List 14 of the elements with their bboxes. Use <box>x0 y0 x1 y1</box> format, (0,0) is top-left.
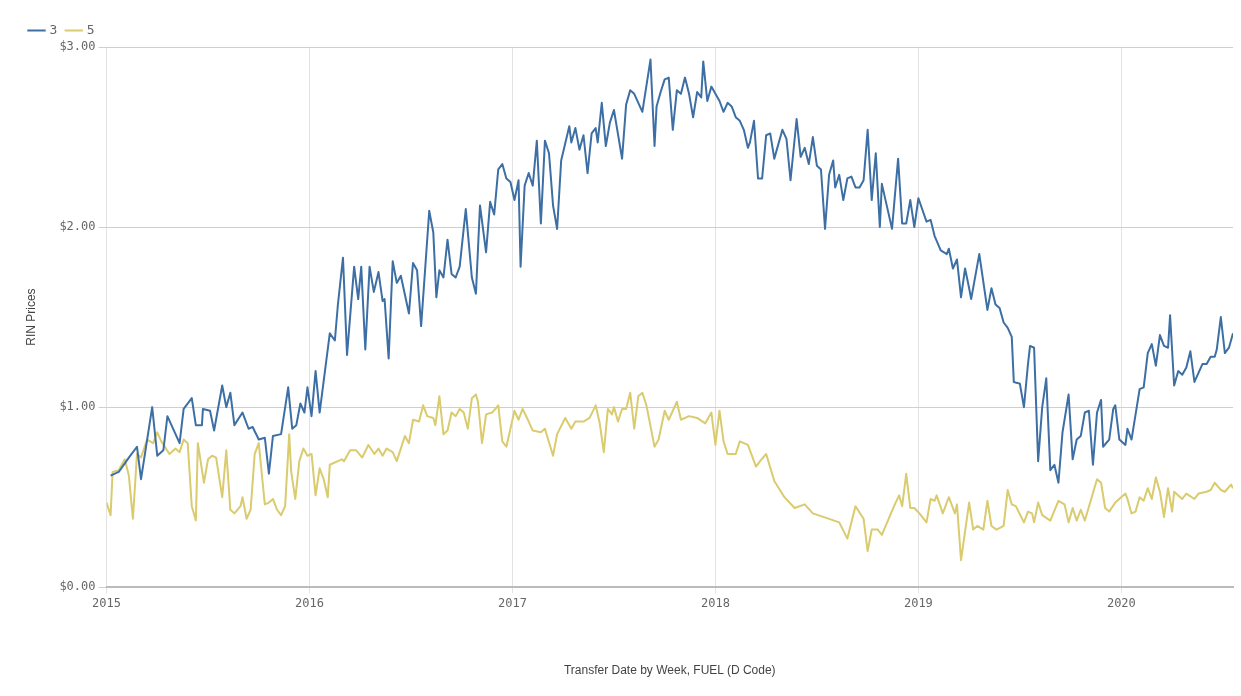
x-tick-label: 2015 <box>92 595 121 610</box>
y-tick-label: $0.00 <box>59 579 96 594</box>
x-tick-label: 2017 <box>498 595 527 610</box>
x-tick-label: 2019 <box>903 595 933 610</box>
legend-label: 5 <box>86 21 95 37</box>
y-tick-label: $1.00 <box>59 399 96 414</box>
x-tick-label: 2020 <box>1106 595 1136 610</box>
legend-label: 3 <box>49 21 58 37</box>
x-axis-title: Transfer Date by Week, FUEL (D Code) <box>563 663 776 678</box>
y-tick-label: $2.00 <box>59 219 96 234</box>
x-tick-label: 2016 <box>295 595 324 610</box>
y-tick-label: $3.00 <box>59 39 96 54</box>
x-tick-label: 2018 <box>700 595 730 610</box>
y-axis-title: RIN Prices <box>23 288 38 346</box>
